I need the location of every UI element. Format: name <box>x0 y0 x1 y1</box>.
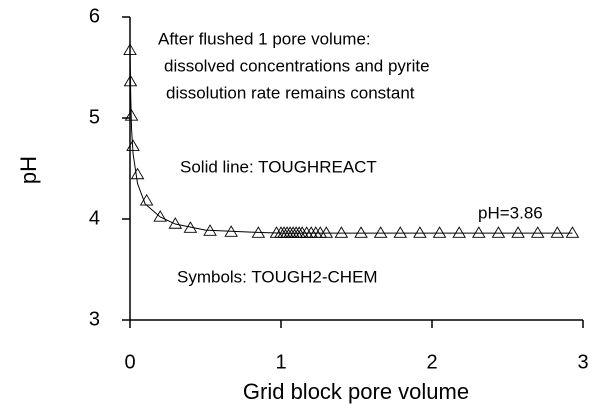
triangle-marker <box>130 167 145 180</box>
annotation: Solid line: TOUGHREACT <box>180 157 377 176</box>
triangle-marker <box>565 226 580 238</box>
triangle-marker <box>123 74 138 87</box>
triangle-marker <box>354 226 368 238</box>
triangle-marker <box>373 226 388 238</box>
annotation: After flushed 1 pore volume: <box>158 29 371 48</box>
y-tick-label: 5 <box>89 106 100 128</box>
triangle-marker <box>413 226 427 238</box>
triangle-marker <box>224 225 238 237</box>
triangle-marker <box>432 226 447 238</box>
annotation: dissolved concentrations and pyrite <box>164 56 430 75</box>
triangle-marker <box>168 217 183 229</box>
triangle-marker <box>491 226 506 238</box>
triangle-marker <box>124 109 139 121</box>
triangle-marker <box>319 226 334 238</box>
annotation: dissolution rate remains constant <box>166 83 415 102</box>
x-tick-label: 3 <box>577 351 588 373</box>
x-tick-label: 0 <box>124 351 135 373</box>
x-tick-label: 1 <box>275 351 286 373</box>
y-tick-label: 3 <box>89 308 100 330</box>
triangle-marker <box>251 226 266 238</box>
triangle-marker <box>139 193 154 206</box>
triangle-marker <box>530 226 545 238</box>
y-tick-label: 6 <box>89 5 100 27</box>
triangle-marker <box>511 226 525 238</box>
y-tick-label: 4 <box>89 207 100 229</box>
triangle-marker <box>393 226 408 238</box>
annotation: Symbols: TOUGH2-CHEM <box>177 267 378 286</box>
triangle-marker <box>126 139 140 151</box>
triangle-marker <box>183 221 198 233</box>
annotation: pH=3.86 <box>478 203 543 222</box>
triangle-marker <box>452 226 466 238</box>
triangle-marker <box>153 210 167 222</box>
x-axis-label: Grid block pore volume <box>243 379 469 404</box>
triangle-marker <box>334 226 349 238</box>
y-axis-label: pH <box>16 156 41 184</box>
triangle-marker <box>123 43 137 55</box>
triangle-marker <box>203 224 217 236</box>
triangle-marker <box>550 226 565 238</box>
triangle-marker <box>472 226 486 238</box>
x-tick-label: 2 <box>426 351 437 373</box>
